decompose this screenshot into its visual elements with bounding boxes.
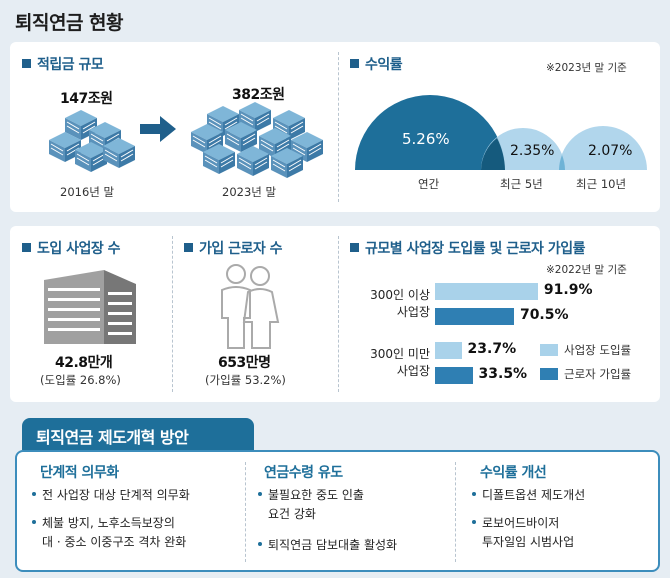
category-label: 300인 이상 사업장 [370, 288, 430, 319]
workplaces-sub: (도입률 26.8%) [40, 373, 121, 387]
five-year-return-value: 2.35% [510, 143, 555, 159]
reform-col3-bullet2: 로보어드바이저 투자일임 시범사업 [472, 514, 574, 552]
bar-value-label: 91.9% [543, 282, 593, 298]
workers-sub: (가입률 53.2%) [205, 373, 286, 387]
fund-left-value: 147조원 [60, 91, 113, 107]
five-year-return-label: 최근 5년 [500, 177, 543, 191]
returns-semicircles [355, 95, 647, 170]
page-title: 퇴직연금 현황 [15, 12, 124, 34]
divider [245, 462, 246, 562]
fund-left-caption: 2016년 말 [60, 185, 115, 199]
annual-return-label: 연간 [418, 177, 440, 191]
reform-col3-bullet1: 디폴트옵션 제도개선 [472, 486, 585, 505]
legend-label-workplace: 사업장 도입률 [564, 343, 632, 357]
reform-col1-heading: 단계적 의무화 [40, 465, 119, 481]
fund-right-value: 382조원 [232, 87, 285, 103]
workers-value: 653만명 [218, 355, 271, 371]
divider [455, 462, 456, 562]
workers-heading: 가입 근로자 수 [184, 238, 283, 258]
bar-value-label: 23.7% [467, 341, 517, 357]
people-icon [221, 264, 280, 349]
workplaces-heading: 도입 사업장 수 [22, 238, 121, 258]
legend-swatch-worker [540, 368, 558, 380]
top-panel [10, 42, 660, 212]
legend-swatch-workplace [540, 344, 558, 356]
workplaces-value: 42.8만개 [55, 355, 113, 371]
ten-year-return-shape [559, 126, 647, 170]
bar-workplace-1 [435, 342, 462, 359]
fund-right-caption: 2023년 말 [222, 185, 277, 199]
returns-heading: 수익률 [350, 54, 403, 74]
reform-col2-bullet2: 퇴직연금 담보대출 활성화 [258, 536, 397, 555]
annual-return-shape [355, 95, 505, 170]
bar-workplace-0 [435, 283, 538, 300]
legend-label-worker: 근로자 가입률 [564, 367, 632, 381]
returns-note: ※2023년 말 기준 [546, 62, 627, 74]
money-stack-large-icon [190, 102, 324, 179]
reform-col3-heading: 수익률 개선 [480, 465, 547, 481]
divider [172, 236, 173, 392]
arrow-right-icon [140, 116, 176, 142]
ten-year-return-label: 최근 10년 [576, 177, 627, 191]
chart-heading: 규모별 사업장 도입률 및 근로자 가입률 [350, 238, 585, 258]
reform-col2-heading: 연금수령 유도 [264, 465, 343, 481]
reform-box [15, 450, 660, 572]
divider [338, 52, 339, 202]
annual-return-value: 5.26% [402, 130, 450, 148]
reform-title: 퇴직연금 제도개혁 방안 [22, 418, 254, 450]
bar-worker-1 [435, 367, 473, 384]
fund-heading: 적립금 규모 [22, 54, 104, 74]
chart-note: ※2022년 말 기준 [546, 264, 627, 276]
category-label: 300인 미만 사업장 [370, 347, 430, 378]
reform-col1-bullet1: 전 사업장 대상 단계적 의무화 [32, 486, 190, 505]
bar-worker-0 [435, 308, 514, 325]
money-stack-icon [48, 109, 136, 173]
building-icon [44, 270, 136, 344]
bar-value-label: 70.5% [519, 307, 569, 323]
ten-year-return-value: 2.07% [588, 143, 633, 159]
divider [338, 236, 339, 392]
bar-value-label: 33.5% [478, 366, 528, 382]
reform-col2-bullet1: 불필요한 중도 인출 요건 강화 [258, 486, 364, 524]
reform-col1-bullet2: 체불 방지, 노후소득보장의 대 · 중소 이중구조 격차 완화 [32, 514, 186, 552]
